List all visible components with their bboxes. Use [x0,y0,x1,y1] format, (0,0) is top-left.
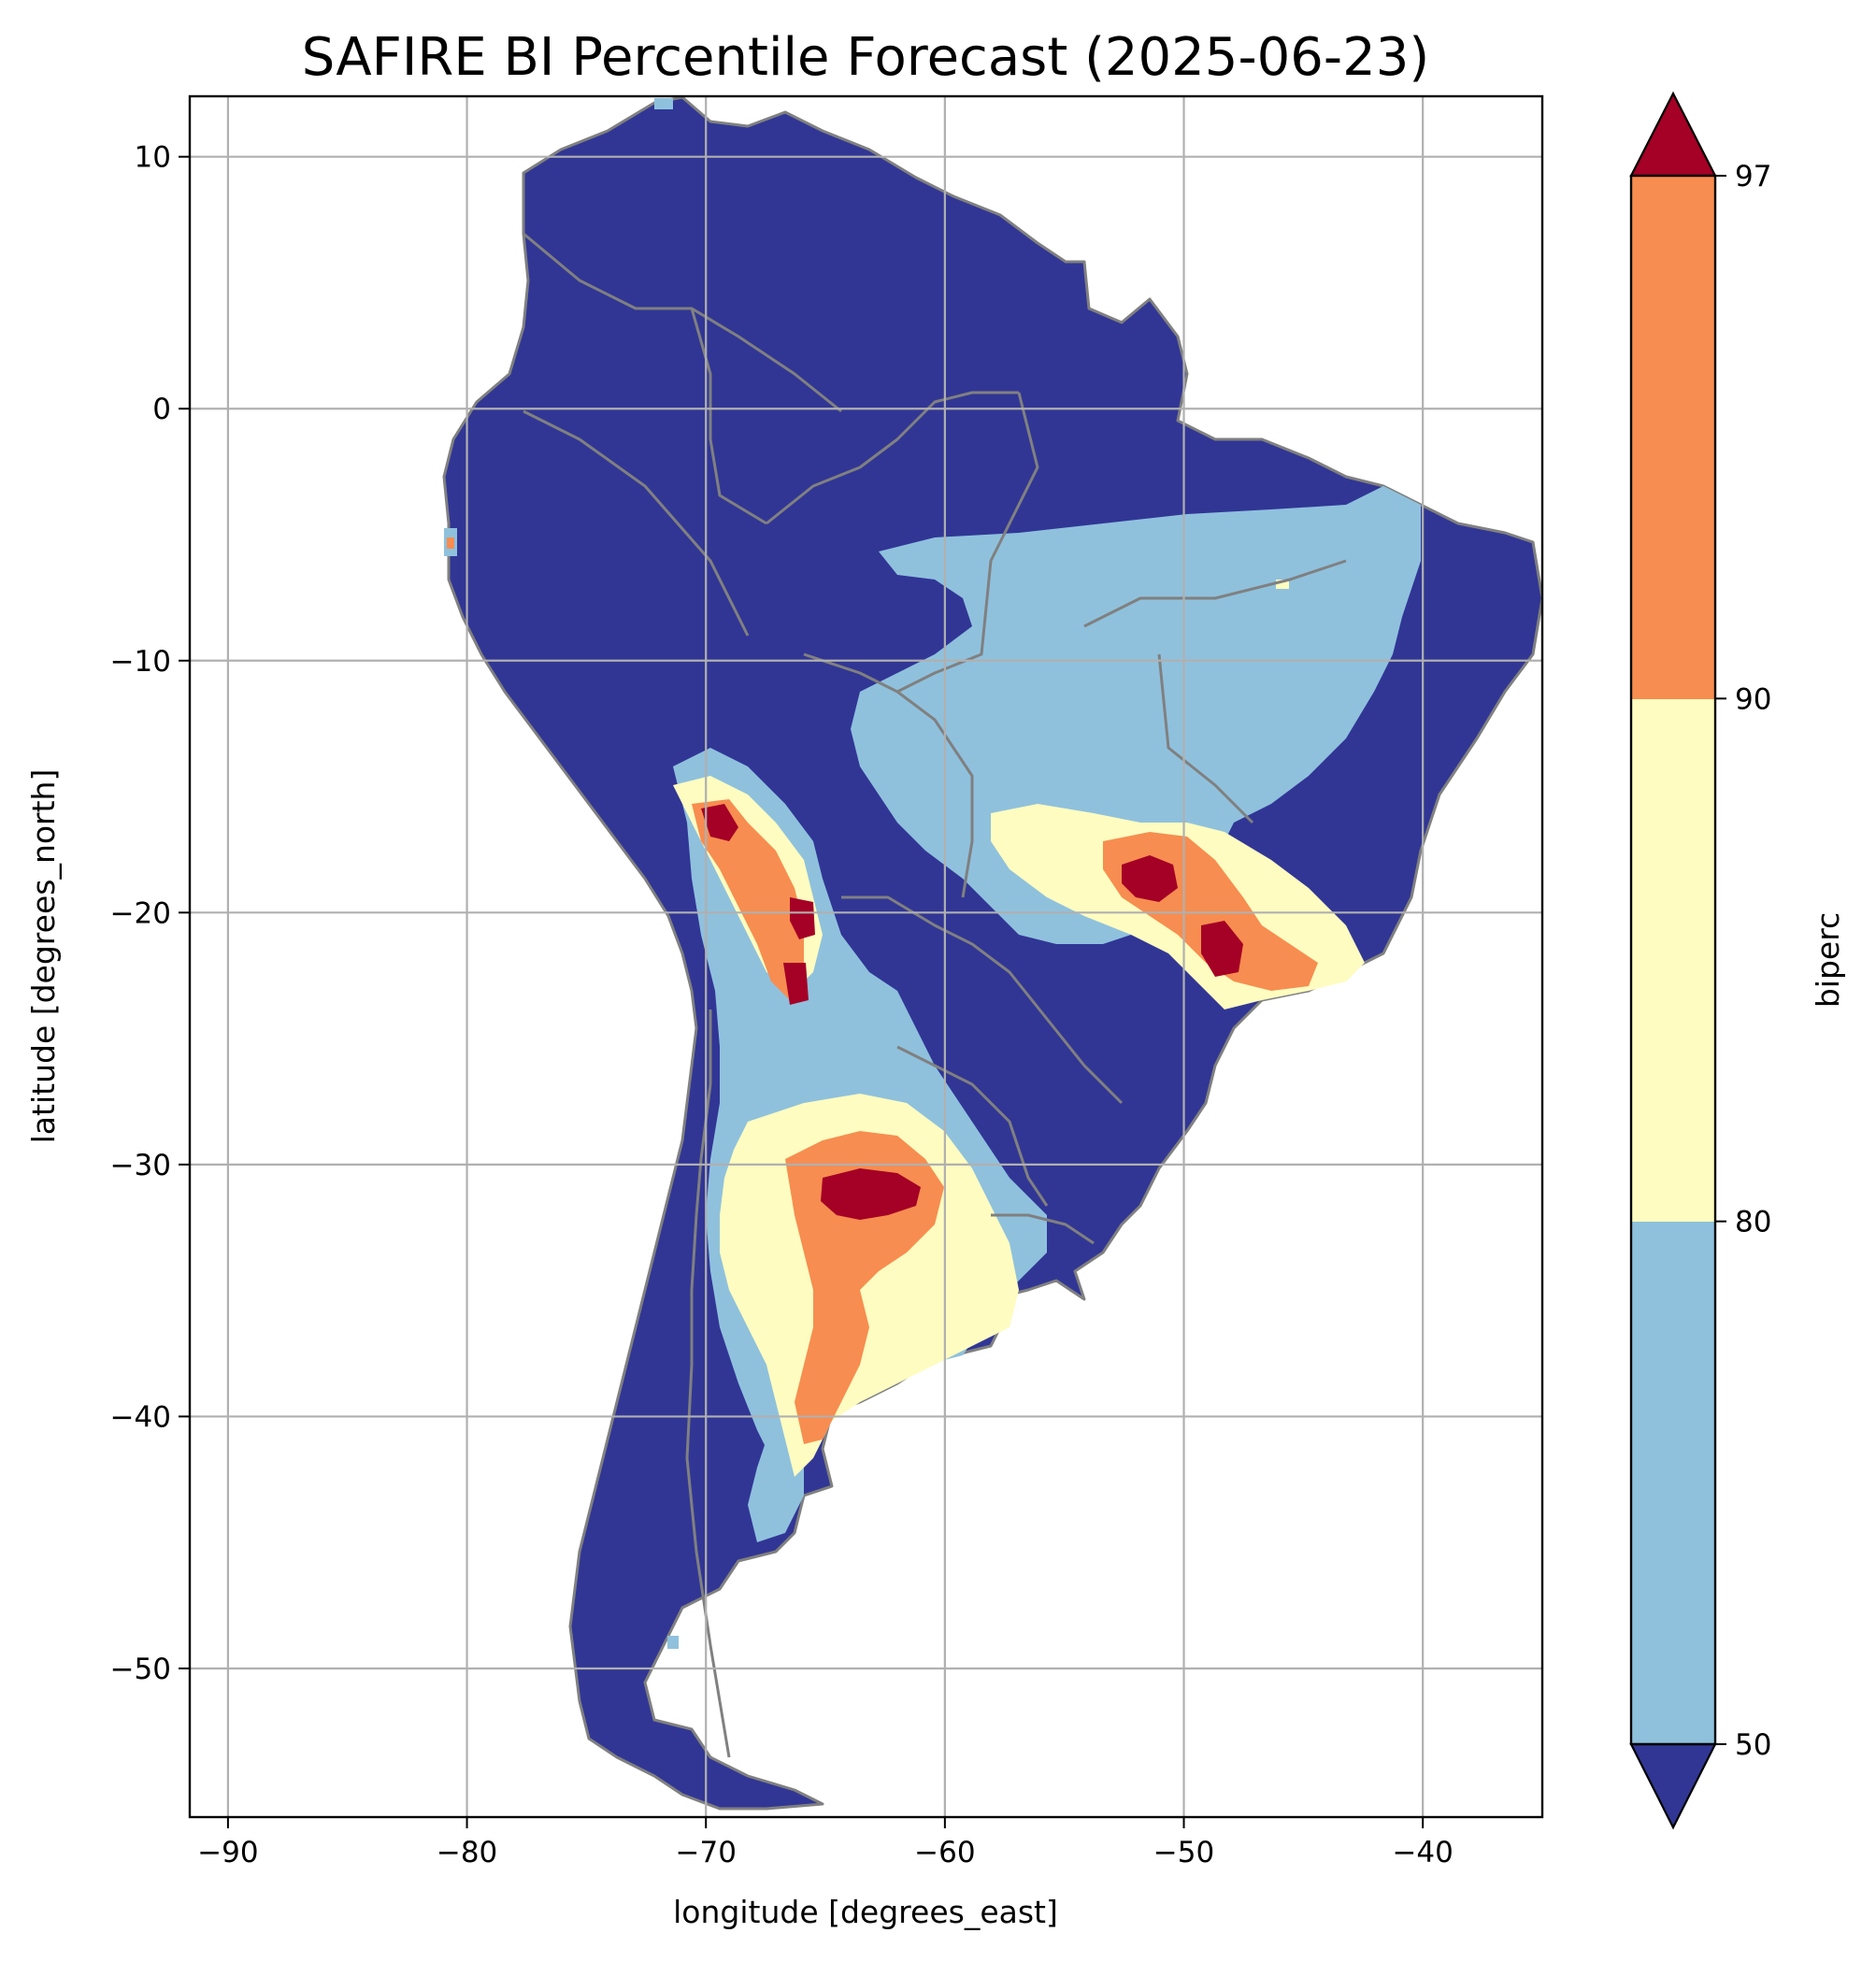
colorbar-tick-label: 50 [1735,1728,1771,1762]
y-tick-label: 10 [135,141,171,175]
chart-title: SAFIRE BI Percentile Forecast (2025-06-2… [302,27,1429,88]
y-tick-label: 0 [152,393,171,426]
x-tick-label: −40 [1392,1836,1453,1869]
spot-south-light [667,1636,679,1649]
y-tick-label: −40 [110,1400,171,1434]
colorbar-segment-50-80 [1631,1222,1715,1744]
country-borders [523,232,1347,1758]
x-tick-label: −70 [676,1836,737,1869]
colorbar-frame [1629,174,1717,1746]
colorbar-tick-label: 97 [1735,160,1771,193]
region-over-97-altiplano-a [701,804,738,841]
region-over-97-se-brazil [1122,855,1178,902]
south-america-landmass [442,96,1542,1811]
colorbar: 50 80 90 97 biperc [1629,91,1846,1830]
x-tick-label: −80 [437,1836,497,1869]
colorbar-tick-label: 80 [1735,1206,1771,1239]
colorbar-segment-90-97 [1631,176,1715,699]
colorbar-extend-over [1629,91,1717,178]
plot-frame [188,94,1544,1819]
y-tick-label: −20 [110,896,171,930]
x-tick-label: −60 [914,1836,975,1869]
gridlines [190,96,1542,1817]
spot-ecuador-b [447,537,454,549]
colorbar-label: biperc [1810,912,1846,1008]
region-50-80-patagonia [748,1439,804,1542]
y-tick-label: −50 [110,1653,171,1686]
x-axis-label: longitude [degrees_east] [673,1894,1058,1930]
y-axis-label: latitude [degrees_north] [25,769,62,1144]
spot-east-light [1028,636,1066,654]
region-90-97-altiplano [692,799,804,1000]
region-over-97-altiplano-b [790,897,815,939]
colorbar-tick-label: 90 [1735,682,1771,716]
region-over-97-altiplano-c [783,963,809,1005]
map-area [190,96,1542,1817]
y-tick-label: −30 [110,1149,171,1182]
spot-north-light [654,98,673,109]
x-tick-label: −90 [197,1836,258,1869]
spot-ne-yellow [1276,580,1289,589]
x-tick-label: −50 [1153,1836,1214,1869]
colorbar-ticks: 50 80 90 97 [1715,160,1771,1762]
colorbar-extend-under [1629,1742,1717,1830]
y-tick-label: −10 [110,645,171,679]
x-axis-ticks: −90 −80 −70 −60 −50 −40 [197,1817,1454,1869]
colorbar-segment-80-90 [1631,699,1715,1222]
y-axis-ticks: 10 0 −10 −20 −30 −40 −50 [110,141,190,1686]
region-over-97-se-brazil-b [1201,921,1243,977]
region-over-97-central-argentina [821,1168,921,1220]
